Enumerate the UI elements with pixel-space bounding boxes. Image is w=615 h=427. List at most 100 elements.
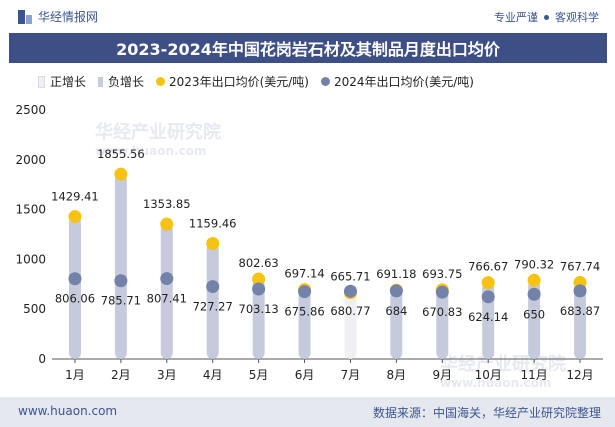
point-2024: [389, 284, 403, 298]
data-label-2023: 766.67: [468, 260, 508, 274]
x-tick-label: 9月: [432, 368, 452, 382]
point-2024: [298, 285, 312, 299]
data-points: [68, 167, 587, 304]
legend-swatch-positive-icon: [38, 75, 45, 88]
brand-logo-icon: [18, 9, 32, 24]
y-tick-label: 1000: [15, 252, 46, 266]
point-2023: [114, 167, 128, 181]
point-2023: [252, 272, 266, 286]
data-label-2023: 802.63: [239, 256, 279, 270]
point-2024: [252, 282, 266, 296]
legend-swatch-negative-icon: [98, 76, 104, 87]
data-label-2024: 675.86: [284, 305, 324, 319]
x-tick-label: 6月: [295, 368, 315, 382]
data-label-2023: 697.14: [284, 267, 324, 281]
legend-item-2024[interactable]: 2024年出口均价(美元/吨): [320, 73, 474, 90]
x-tick-label: 7月: [341, 368, 361, 382]
point-2023: [160, 217, 174, 231]
negative-change-bar: [390, 290, 403, 359]
x-tick-label: 11月: [520, 368, 547, 382]
y-tick-label: 0: [38, 352, 46, 366]
brand-name: 华经情报网: [38, 10, 99, 24]
data-label-2024: 807.41: [147, 292, 187, 306]
watermark-bottom-url: www.huaon.com: [440, 376, 552, 390]
footer: www.huaon.com 数据来源：中国海关，华经产业研究院整理: [0, 397, 615, 427]
x-tick-label: 4月: [203, 368, 223, 382]
tagline: 专业严谨 客观科学: [494, 9, 599, 25]
y-tick-label: 2000: [15, 153, 46, 167]
legend-item-positive[interactable]: 正增长: [38, 73, 86, 90]
x-tick-label: 2月: [111, 368, 131, 382]
point-2024: [114, 274, 128, 288]
brand[interactable]: 华经情报网: [18, 8, 98, 25]
point-2024: [160, 272, 174, 286]
legend-label-2023: 2023年出口均价(美元/吨): [169, 75, 309, 89]
negative-change-bar: [252, 279, 265, 359]
point-2024: [481, 290, 495, 304]
watermark-top-text: 华经产业研究院: [95, 122, 221, 143]
data-label-2023: 691.18: [376, 267, 416, 281]
tagline-separator-icon: [544, 14, 549, 20]
change-bars: [68, 174, 587, 359]
negative-change-bar: [436, 289, 449, 359]
negative-change-bar: [68, 216, 81, 359]
negative-change-bar: [574, 282, 587, 359]
legend-swatch-2023-icon: [156, 77, 166, 86]
data-label-2024: 727.27: [193, 300, 233, 314]
legend-label-negative: 负增长: [108, 75, 145, 89]
y-tick-label: 500: [23, 302, 46, 316]
negative-change-bar: [160, 224, 173, 359]
point-2023: [527, 273, 541, 287]
tagline-left: 专业严谨: [494, 11, 538, 24]
legend-item-2023[interactable]: 2023年出口均价(美元/吨): [156, 73, 309, 90]
data-label-2023: 1429.41: [51, 190, 99, 204]
point-2024: [527, 287, 541, 301]
data-label-2024: 683.87: [560, 304, 600, 318]
data-label-2023: 1353.85: [143, 197, 191, 211]
x-tick-label: 12月: [566, 368, 593, 382]
legend-label-2024: 2024年出口均价(美元/吨): [333, 75, 474, 89]
data-label-2024: 680.77: [330, 304, 370, 318]
x-tick-label: 1月: [65, 368, 85, 382]
chart-legend: 正增长 负增长 2023年出口均价(美元/吨) 2024年出口均价(美元/吨): [38, 73, 486, 90]
title-bar: 2023-2024年中国花岗岩石材及其制品月度出口均价: [9, 33, 607, 63]
data-label-2023: 790.32: [514, 257, 554, 271]
x-tick-label: 5月: [249, 368, 269, 382]
x-tick-label: 8月: [387, 368, 407, 382]
data-label-2023: 665.71: [330, 270, 370, 284]
data-label-2024: 785.71: [101, 294, 141, 308]
positive-change-bar: [344, 291, 357, 359]
data-label-2023: 693.75: [422, 267, 462, 281]
data-label-2024: 650: [523, 307, 545, 321]
point-2023: [481, 276, 495, 290]
data-label-2023: 1855.56: [97, 147, 145, 161]
point-2024: [68, 272, 82, 286]
negative-change-bar: [206, 243, 219, 359]
point-2023: [206, 237, 220, 251]
x-axis: 1月 2月 3月 4月 5月 6月 7月 8月 9月 10月 11月 12月: [52, 358, 603, 382]
chart-title: 2023-2024年中国花岗岩石材及其制品月度出口均价: [116, 40, 500, 59]
data-label-2024: 670.83: [422, 305, 462, 319]
tagline-right: 客观科学: [555, 11, 599, 24]
watermark-top: 华经产业研究院 www.huaon.com: [95, 118, 221, 158]
data-label-2024: 684: [385, 304, 407, 318]
point-2024: [435, 285, 449, 299]
legend-label-positive: 正增长: [50, 75, 87, 89]
top-bar: 华经情报网 专业严谨 客观科学: [0, 0, 615, 32]
data-labels: 1429.41 1855.56 1353.85 1159.46 802.63 697.14…: [51, 147, 600, 324]
point-2024: [573, 284, 587, 298]
legend-item-negative[interactable]: 负增长: [98, 73, 144, 90]
legend-swatch-2024-icon: [320, 77, 330, 86]
y-tick-label: 1500: [15, 203, 46, 217]
y-axis: 0 500 1000 1500 2000 2500: [15, 103, 46, 366]
data-label-2024: 703.13: [239, 302, 279, 316]
watermark-top-url: www.huaon.com: [95, 144, 207, 158]
point-2024: [206, 280, 220, 294]
data-label-2024: 624.14: [468, 310, 508, 324]
footer-url[interactable]: www.huaon.com: [18, 404, 118, 418]
negative-change-bar: [114, 174, 127, 359]
point-2024: [343, 284, 357, 298]
x-tick-label: 10月: [475, 368, 502, 382]
